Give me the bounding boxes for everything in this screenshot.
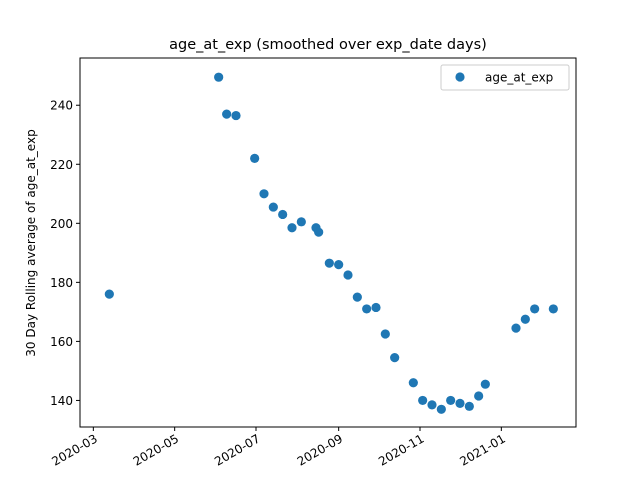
y-tick-label: 160 bbox=[50, 335, 73, 349]
data-point bbox=[214, 72, 224, 82]
legend: age_at_exp bbox=[440, 64, 570, 91]
y-tick-label: 140 bbox=[50, 394, 73, 408]
data-point bbox=[278, 209, 288, 220]
data-point bbox=[548, 304, 558, 314]
data-point bbox=[380, 329, 390, 339]
data-point bbox=[390, 353, 400, 363]
legend-label: age_at_exp bbox=[485, 71, 553, 85]
data-point bbox=[314, 227, 324, 237]
y-tick-label: 220 bbox=[50, 158, 73, 172]
data-point bbox=[480, 379, 490, 389]
data-point bbox=[250, 153, 260, 163]
data-point bbox=[408, 378, 418, 388]
plot-area: 140 160 180 200 220 240 2020-03 2020-05 2020-07 2… bbox=[49, 72, 558, 469]
data-point bbox=[287, 223, 297, 233]
data-point bbox=[474, 391, 484, 401]
data-point bbox=[436, 404, 446, 414]
data-point bbox=[104, 289, 114, 299]
axes-frame bbox=[79, 57, 577, 428]
y-tick-label: 180 bbox=[50, 276, 73, 290]
y-tick-label: 200 bbox=[50, 217, 73, 231]
data-point bbox=[464, 401, 474, 411]
data-point bbox=[259, 189, 269, 199]
y-tick-label: 240 bbox=[50, 99, 73, 113]
legend-box bbox=[440, 64, 570, 91]
x-tick-label: 2020-07 bbox=[212, 431, 262, 468]
x-tick-label: 2021-01 bbox=[457, 431, 507, 468]
legend-marker bbox=[455, 72, 465, 82]
data-point bbox=[231, 110, 241, 121]
x-tick-label: 2020-05 bbox=[131, 431, 181, 468]
data-point bbox=[427, 400, 437, 410]
data-point bbox=[520, 314, 530, 324]
data-point bbox=[222, 109, 232, 119]
data-point bbox=[511, 323, 521, 333]
x-tick-label: 2020-09 bbox=[295, 431, 345, 468]
data-point bbox=[362, 304, 372, 314]
data-point bbox=[324, 258, 334, 268]
data-point bbox=[455, 398, 465, 408]
data-point bbox=[371, 302, 381, 313]
data-point bbox=[296, 217, 306, 227]
data-point bbox=[352, 292, 362, 302]
data-point bbox=[334, 260, 344, 270]
x-tick-label: 2020-11 bbox=[376, 431, 426, 468]
data-point bbox=[446, 395, 456, 406]
data-point bbox=[343, 270, 353, 280]
y-axis-label: 30 Day Rolling average of age_at_exp bbox=[24, 129, 38, 356]
x-tick-label: 2020-03 bbox=[49, 431, 99, 468]
data-point bbox=[530, 304, 540, 314]
data-point bbox=[418, 395, 428, 406]
chart-title: age_at_exp (smoothed over exp_date days) bbox=[169, 37, 487, 53]
data-point bbox=[268, 202, 278, 212]
